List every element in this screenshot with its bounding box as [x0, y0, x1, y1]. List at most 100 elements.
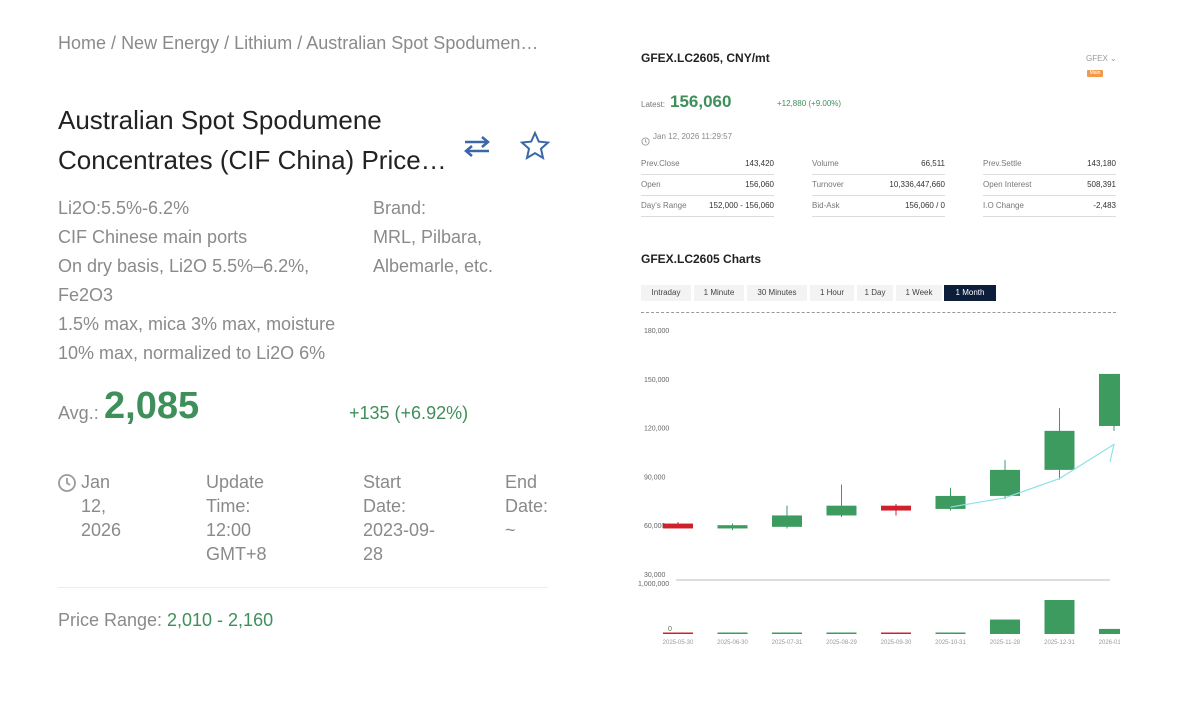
stat-value: 143,180: [1087, 159, 1116, 168]
stat-key: Bid-Ask: [812, 201, 840, 210]
x-tick-label: 2025-12-31: [1044, 640, 1075, 646]
y-tick-label: 30,000: [644, 572, 666, 579]
candle-body[interactable]: [1044, 430, 1075, 470]
stat-volume: Volume 66,511: [812, 154, 945, 175]
quote-symbol: GFEX.LC2605, CNY/mt: [641, 51, 770, 65]
tab-1-day[interactable]: 1 Day: [857, 285, 893, 301]
y-tick-label: 180,000: [644, 328, 669, 335]
volume-bar: [826, 632, 857, 634]
brand-line: MRL, Pilbara,: [373, 227, 483, 247]
brand-line: Albemarle, etc.: [373, 256, 494, 276]
favorite-star-icon[interactable]: [519, 130, 551, 161]
start-line: 2023-09-: [363, 520, 436, 540]
avg-price: 2,085: [104, 385, 200, 427]
spec-line: On dry basis, Li2O 5.5%–6.2%, Fe2O3: [58, 256, 310, 305]
candle-body[interactable]: [717, 525, 748, 529]
tab-1-minute[interactable]: 1 Minute: [694, 285, 744, 301]
tab-30-minutes[interactable]: 30 Minutes: [747, 285, 807, 301]
candle-body[interactable]: [772, 515, 802, 527]
tab-1-week[interactable]: 1 Week: [896, 285, 942, 301]
date-line: 2026: [81, 520, 122, 540]
date-line: Jan: [81, 472, 111, 492]
x-tick-label: 2025-06-30: [717, 640, 748, 646]
volume-bar: [717, 632, 748, 634]
x-tick-label: 2025-10-31: [935, 640, 966, 646]
stat-open-interest: Open Interest 508,391: [983, 175, 1116, 196]
update-line: GMT+8: [206, 544, 267, 564]
tab-1-month[interactable]: 1 Month: [944, 285, 996, 301]
candlestick-chart[interactable]: 180,000150,000120,00090,00060,00030,000 …: [636, 318, 1120, 652]
volume-tick-top: 1,000,000: [638, 581, 669, 588]
stat-turnover: Turnover 10,336,447,660: [812, 175, 945, 196]
avg-label: Avg.:: [58, 403, 99, 423]
stat-prev-close: Prev.Close 143,420: [641, 154, 774, 175]
breadcrumb-home[interactable]: Home: [58, 33, 107, 53]
tab-1-hour[interactable]: 1 Hour: [810, 285, 854, 301]
stat-key: Prev.Close: [641, 159, 680, 168]
breadcrumb: Home / New Energy / Lithium / Australian…: [58, 33, 548, 54]
page-title: Australian Spot Spodumene Concentrates (…: [58, 100, 458, 180]
x-tick-label: 2025-08-29: [826, 640, 857, 646]
tab-intraday[interactable]: Intraday: [641, 285, 691, 301]
divider: [58, 587, 548, 588]
date-line: 12,: [81, 496, 107, 516]
candle-body[interactable]: [990, 469, 1020, 496]
update-line: Time:: [206, 496, 251, 516]
stat-value: 143,420: [745, 159, 774, 168]
page-title-line1: Australian Spot Spodumene: [58, 105, 382, 135]
breadcrumb-separator: /: [297, 33, 303, 53]
stat-value: 10,336,447,660: [889, 180, 945, 189]
quote-time: Jan 12, 2026 11:29:57: [653, 132, 733, 141]
breadcrumb-new-energy[interactable]: New Energy: [121, 33, 220, 53]
stat-key: Day's Range: [641, 201, 687, 210]
candle-body[interactable]: [881, 505, 911, 511]
brand-label: Brand:: [373, 198, 427, 218]
volume-bar: [935, 632, 966, 634]
x-tick-label: 2025-11-28: [990, 640, 1021, 646]
clock-icon: [57, 473, 77, 493]
end-date: End Date: ~: [505, 470, 548, 542]
x-tick-label: 2026-01-12: [1099, 640, 1120, 646]
spec-line: 1.5% max, mica 3% max, moisture: [58, 314, 336, 334]
update-time: Update Time: 12:00 GMT+8: [206, 470, 267, 566]
start-line: Start: [363, 472, 402, 492]
volume-bar: [990, 619, 1020, 634]
stat-key: Turnover: [812, 180, 844, 189]
volume-bar: [881, 632, 911, 634]
start-line: 28: [363, 544, 384, 564]
spec-line: Li2O:5.5%-6.2%: [58, 198, 190, 218]
update-line: Update: [206, 472, 265, 492]
stat-value: 66,511: [921, 159, 945, 168]
exchange-dropdown[interactable]: GFEX ⌄: [1086, 54, 1117, 63]
stat-prev-settle: Prev.Settle 143,180: [983, 154, 1116, 175]
breadcrumb-separator: /: [111, 33, 117, 53]
y-tick-label: 60,000: [644, 523, 666, 530]
stat-bid-ask: Bid-Ask 156,060 / 0: [812, 196, 945, 217]
spec-line: 10% max, normalized to Li2O 6%: [58, 343, 326, 363]
main-contract-badge: Main: [1087, 70, 1103, 77]
stat-key: Prev.Settle: [983, 159, 1022, 168]
latest-price: 156,060: [670, 92, 732, 111]
price-change: +135 (+6.92%): [349, 403, 469, 423]
stat-value: 152,000 - 156,060: [709, 201, 774, 210]
candle-body[interactable]: [826, 505, 857, 516]
end-line: Date:: [505, 496, 549, 516]
stat-io-change: I.O Change -2,483: [983, 196, 1116, 217]
compare-swap-icon[interactable]: [462, 134, 492, 160]
x-tick-label: 2025-07-31: [772, 640, 803, 646]
start-line: Date:: [363, 496, 407, 516]
candle-body[interactable]: [663, 523, 693, 529]
price-date: Jan 12, 2026: [81, 470, 121, 542]
clock-icon: [641, 133, 650, 146]
stat-key: Open: [641, 180, 661, 189]
breadcrumb-lithium[interactable]: Lithium: [234, 33, 293, 53]
brand-info: Brand: MRL, Pilbara, Albemarle, etc.: [373, 194, 543, 281]
stat-value: -2,483: [1093, 201, 1116, 210]
end-line: ~: [505, 520, 516, 540]
stat-value: 156,060: [745, 180, 774, 189]
breadcrumb-current: Australian Spot Spodumen…: [306, 33, 539, 53]
stat-key: I.O Change: [983, 201, 1024, 210]
volume-bar: [772, 632, 802, 634]
candle-body[interactable]: [1099, 373, 1120, 426]
y-tick-label: 90,000: [644, 474, 666, 481]
